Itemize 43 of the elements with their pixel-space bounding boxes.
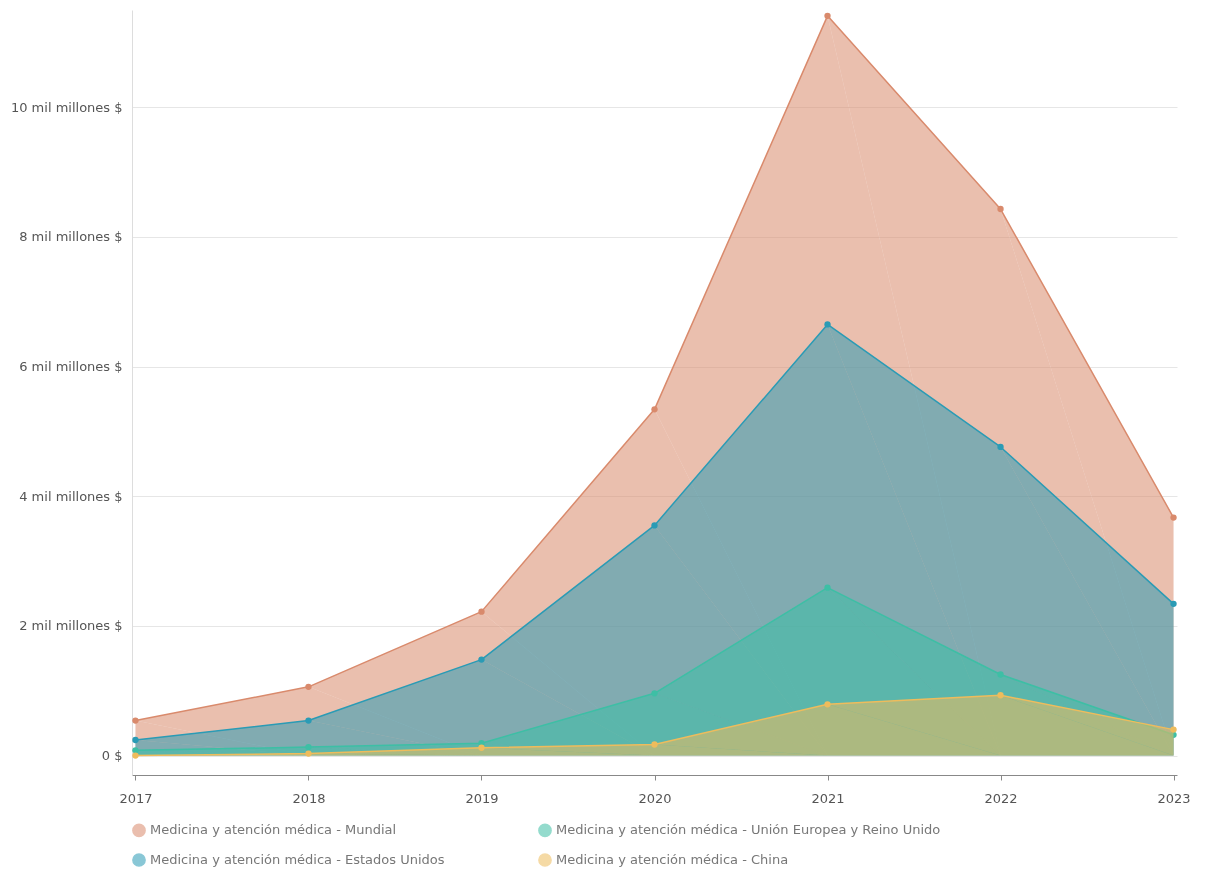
point [132, 717, 139, 724]
x-tick-label: 2018 [292, 790, 326, 806]
y-tick-label: 4 mil millones $ [19, 488, 123, 504]
y-tick-label: 8 mil millones $ [19, 229, 123, 245]
x-tick-label: 2017 [119, 790, 153, 806]
point [1170, 600, 1177, 607]
point [305, 717, 312, 724]
point [1170, 514, 1177, 521]
y-tick-label: 10 mil millones $ [10, 99, 123, 115]
x-tick-label: 2022 [984, 790, 1018, 806]
point [824, 584, 831, 591]
point [651, 406, 658, 413]
point [651, 522, 658, 529]
point [997, 443, 1004, 451]
x-tick-label: 2021 [811, 790, 845, 806]
point [478, 656, 485, 663]
point [305, 743, 312, 751]
y-tick-label: 2 mil millones $ [19, 618, 123, 634]
point [824, 321, 831, 328]
y-tick-label: 0 $ [101, 748, 123, 764]
point [824, 701, 831, 708]
point [997, 692, 1004, 699]
point [305, 750, 312, 757]
point [478, 744, 485, 751]
point [824, 12, 831, 19]
x-tick-label: 2019 [465, 790, 499, 806]
point [997, 205, 1004, 213]
point [1170, 731, 1177, 738]
legend-label: Medicina y atención médica - Mundial [150, 822, 397, 838]
legend-label: Medicina y atención médica - Estados Unidos [150, 852, 445, 867]
legend-label: Medicina y atención médica - Unión Europea y Reino Unido [556, 822, 941, 838]
point [305, 683, 312, 690]
point [478, 608, 485, 615]
legend-label: Medicina y atención médica - China [556, 852, 789, 867]
point [997, 671, 1004, 678]
y-tick-label: 6 mil millones $ [19, 359, 123, 375]
point [132, 752, 139, 759]
point [651, 690, 658, 697]
point [651, 741, 658, 748]
x-tick-label: 2023 [1157, 790, 1191, 806]
point [1170, 726, 1177, 733]
point [132, 736, 139, 744]
x-tick-label: 2020 [638, 790, 672, 806]
